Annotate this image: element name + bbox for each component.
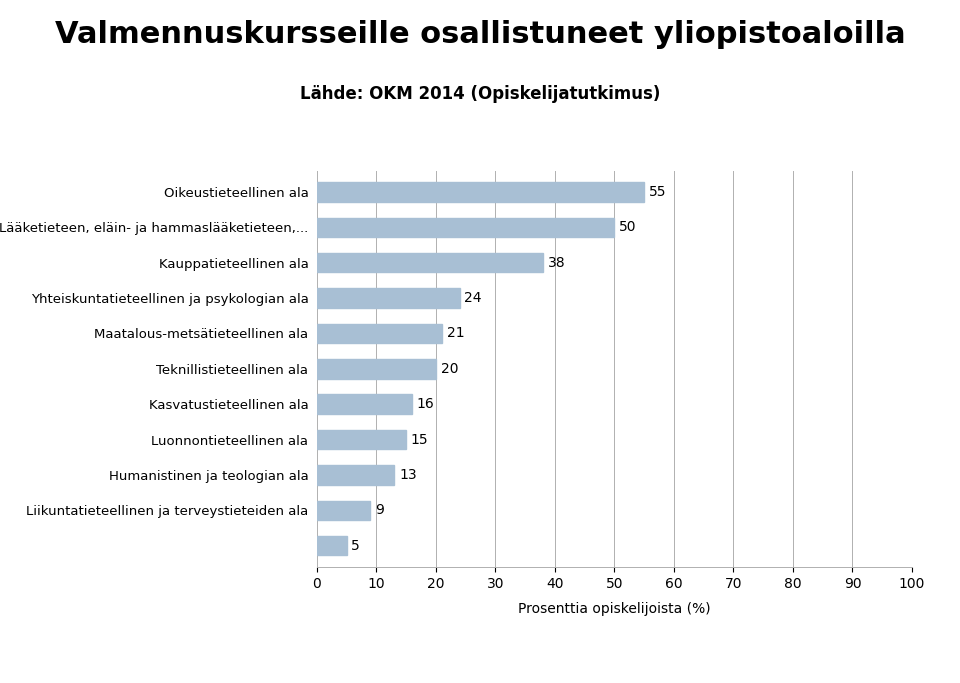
Bar	[317, 218, 614, 237]
Text: 5: 5	[351, 539, 360, 553]
Bar	[317, 288, 460, 308]
Text: 20: 20	[441, 362, 458, 376]
Text: 24: 24	[465, 291, 482, 305]
Bar	[317, 536, 347, 555]
Bar	[317, 182, 644, 201]
Text: 13: 13	[399, 468, 417, 482]
Text: 55: 55	[649, 185, 666, 199]
Text: 50: 50	[619, 221, 636, 234]
Bar	[317, 501, 371, 520]
Bar	[317, 359, 436, 378]
Text: Valmennuskursseille osallistuneet yliopistoaloilla: Valmennuskursseille osallistuneet yliopi…	[55, 20, 905, 49]
Bar	[317, 465, 395, 485]
Bar	[317, 395, 412, 414]
Text: Lähde: OKM 2014 (Opiskelijatutkimus): Lähde: OKM 2014 (Opiskelijatutkimus)	[300, 85, 660, 103]
Text: 15: 15	[411, 432, 428, 447]
Text: 21: 21	[446, 326, 465, 340]
Text: 38: 38	[548, 255, 565, 270]
X-axis label: Prosenttia opiskelijoista (%): Prosenttia opiskelijoista (%)	[518, 602, 710, 615]
Text: 9: 9	[375, 503, 384, 517]
Bar	[317, 324, 442, 343]
Bar	[317, 253, 543, 273]
Bar	[317, 430, 406, 449]
Text: Undervisnings- och kulturministeriet: Undervisnings- och kulturministeriet	[30, 658, 282, 672]
Text: 16: 16	[417, 398, 435, 411]
Text: Opetus- ja kulttuuriministeriö: Opetus- ja kulttuuriministeriö	[30, 632, 233, 646]
